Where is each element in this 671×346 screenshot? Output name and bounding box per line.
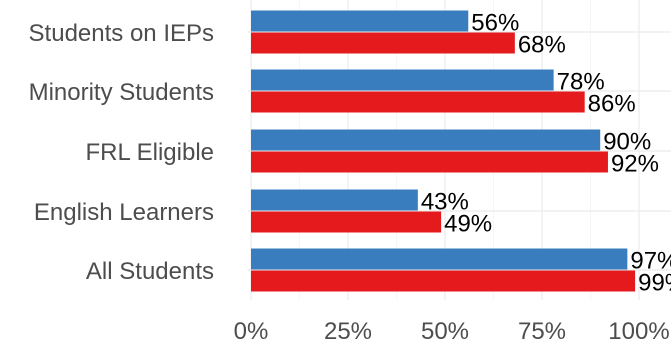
x-tick-label: 50% — [421, 318, 469, 345]
bar — [251, 248, 628, 270]
category-label: Minority Students — [29, 79, 214, 106]
bar — [251, 151, 608, 173]
bar — [251, 69, 554, 91]
bar — [251, 32, 515, 54]
value-label: 56% — [471, 10, 519, 37]
value-label: 49% — [444, 211, 492, 238]
x-axis-labels: 0% 25% 50% 75% 100% — [234, 318, 670, 345]
value-label: 86% — [588, 91, 636, 118]
bar — [251, 211, 442, 233]
bar — [251, 270, 636, 292]
bar — [251, 129, 601, 151]
category-label: English Learners — [34, 199, 214, 226]
category-label: Students on IEPs — [29, 20, 214, 47]
bar — [251, 10, 469, 32]
category-label: All Students — [86, 258, 214, 285]
value-label: 68% — [518, 32, 566, 59]
bar — [251, 91, 585, 113]
value-label: 92% — [611, 151, 659, 178]
x-tick-label: 100% — [608, 318, 669, 345]
bars: 56%68% 78%86% 90%92% 43%49% 97%99% — [251, 10, 671, 297]
x-tick-label: 25% — [324, 318, 372, 345]
value-label: 90% — [603, 129, 651, 156]
value-label: 43% — [421, 189, 469, 216]
value-label: 78% — [557, 69, 605, 96]
x-tick-label: 75% — [518, 318, 566, 345]
y-axis-labels: Students on IEPs Minority Students FRL Eli… — [29, 20, 214, 285]
bar — [251, 189, 418, 211]
value-label: 97% — [630, 248, 671, 275]
x-tick-label: 0% — [234, 318, 269, 345]
value-label: 99% — [638, 270, 671, 297]
category-label: FRL Eligible — [86, 139, 215, 166]
